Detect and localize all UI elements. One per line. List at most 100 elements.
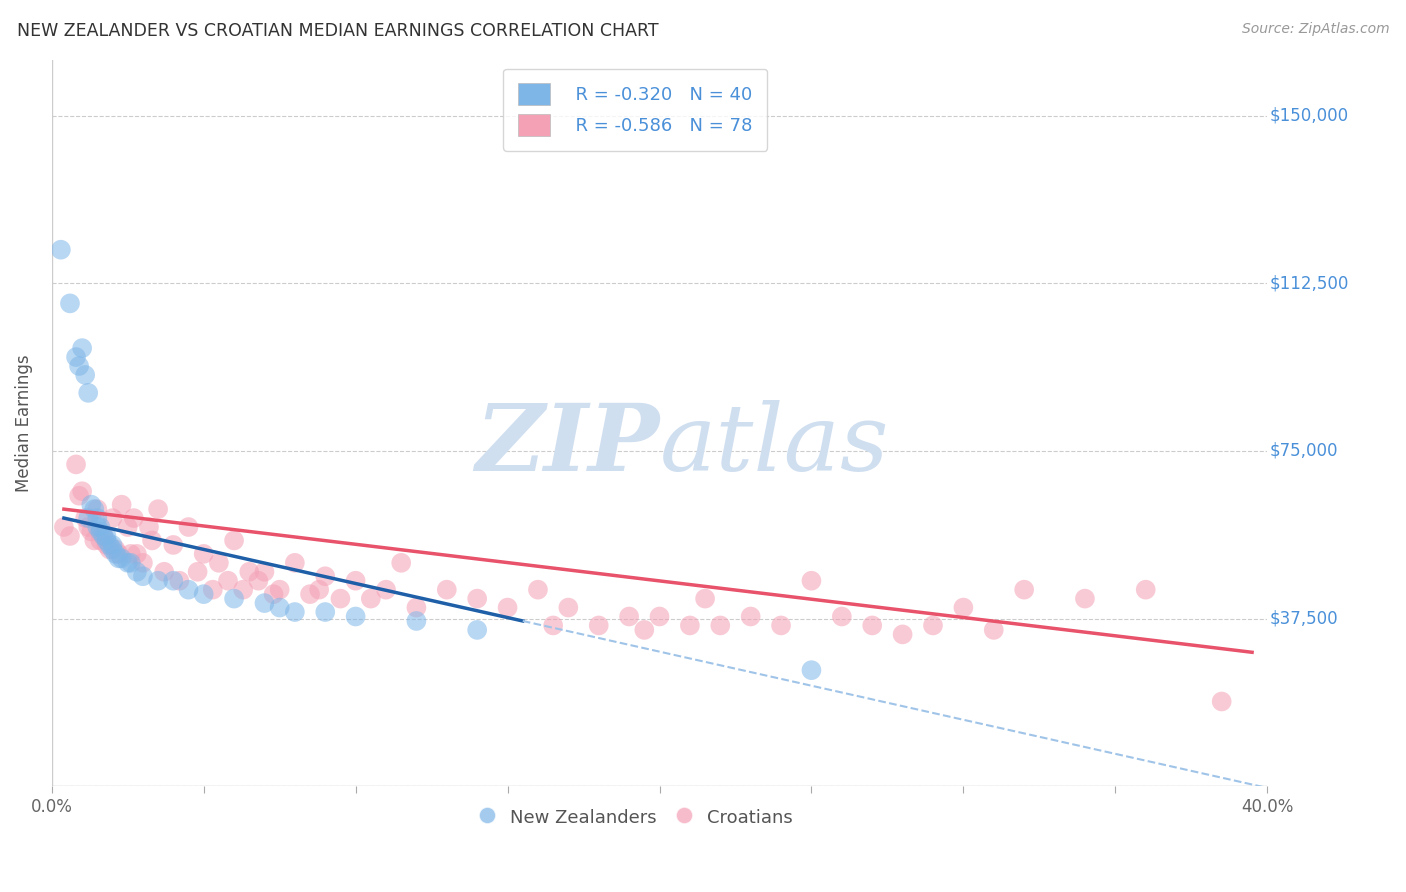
Text: $75,000: $75,000 — [1270, 442, 1339, 460]
Point — [77, 385, 100, 400]
Point — [800, 663, 823, 677]
Point — [89, 533, 111, 548]
Point — [238, 565, 260, 579]
Point — [89, 524, 111, 539]
Point — [617, 609, 640, 624]
Point — [59, 296, 82, 310]
Point — [89, 520, 111, 534]
Text: atlas: atlas — [659, 400, 889, 490]
Point — [1211, 694, 1233, 708]
Point — [436, 582, 458, 597]
Point — [770, 618, 793, 632]
Text: NEW ZEALANDER VS CROATIAN MEDIAN EARNINGS CORRELATION CHART: NEW ZEALANDER VS CROATIAN MEDIAN EARNING… — [17, 22, 658, 40]
Point — [120, 556, 142, 570]
Point — [891, 627, 914, 641]
Point — [952, 600, 974, 615]
Point — [247, 574, 270, 588]
Point — [125, 547, 148, 561]
Point — [633, 623, 655, 637]
Point — [101, 538, 124, 552]
Point — [344, 574, 367, 588]
Point — [169, 574, 191, 588]
Point — [83, 502, 105, 516]
Point — [125, 565, 148, 579]
Point — [177, 520, 200, 534]
Point — [132, 556, 155, 570]
Point — [693, 591, 716, 606]
Point — [117, 520, 139, 534]
Point — [648, 609, 671, 624]
Point — [1135, 582, 1157, 597]
Point — [101, 542, 124, 557]
Point — [588, 618, 610, 632]
Point — [222, 533, 245, 548]
Point — [284, 556, 307, 570]
Point — [269, 582, 291, 597]
Point — [153, 565, 176, 579]
Point — [111, 551, 134, 566]
Point — [465, 623, 488, 637]
Point — [284, 605, 307, 619]
Point — [162, 538, 184, 552]
Point — [193, 547, 215, 561]
Point — [831, 609, 853, 624]
Point — [80, 524, 103, 539]
Point — [146, 574, 169, 588]
Point — [314, 605, 336, 619]
Point — [107, 547, 129, 561]
Point — [67, 359, 90, 373]
Point — [557, 600, 579, 615]
Point — [52, 520, 75, 534]
Point — [177, 582, 200, 597]
Point — [201, 582, 224, 597]
Point — [93, 529, 115, 543]
Point — [329, 591, 352, 606]
Point — [107, 551, 129, 566]
Point — [983, 623, 1005, 637]
Point — [679, 618, 702, 632]
Point — [222, 591, 245, 606]
Point — [217, 574, 239, 588]
Point — [120, 547, 142, 561]
Text: ZIP: ZIP — [475, 400, 659, 490]
Point — [96, 533, 118, 548]
Point — [193, 587, 215, 601]
Point — [232, 582, 254, 597]
Point — [111, 498, 134, 512]
Point — [860, 618, 883, 632]
Point — [86, 520, 108, 534]
Point — [308, 582, 330, 597]
Point — [65, 458, 87, 472]
Text: $112,500: $112,500 — [1270, 274, 1350, 293]
Point — [1012, 582, 1035, 597]
Point — [98, 542, 121, 557]
Point — [263, 587, 285, 601]
Point — [132, 569, 155, 583]
Point — [360, 591, 382, 606]
Point — [93, 529, 115, 543]
Point — [162, 574, 184, 588]
Point — [80, 498, 103, 512]
Point — [269, 600, 291, 615]
Point — [77, 511, 100, 525]
Point — [101, 511, 124, 525]
Legend: New Zealanders, Croatians: New Zealanders, Croatians — [470, 799, 800, 836]
Point — [77, 520, 100, 534]
Point — [96, 538, 118, 552]
Point — [59, 529, 82, 543]
Point — [138, 520, 160, 534]
Point — [96, 529, 118, 543]
Point — [1074, 591, 1097, 606]
Point — [104, 547, 127, 561]
Point — [70, 341, 93, 355]
Point — [253, 565, 276, 579]
Point — [389, 556, 412, 570]
Point — [98, 538, 121, 552]
Point — [187, 565, 209, 579]
Point — [405, 600, 427, 615]
Y-axis label: Median Earnings: Median Earnings — [15, 354, 32, 491]
Point — [465, 591, 488, 606]
Point — [146, 502, 169, 516]
Point — [405, 614, 427, 628]
Point — [141, 533, 163, 548]
